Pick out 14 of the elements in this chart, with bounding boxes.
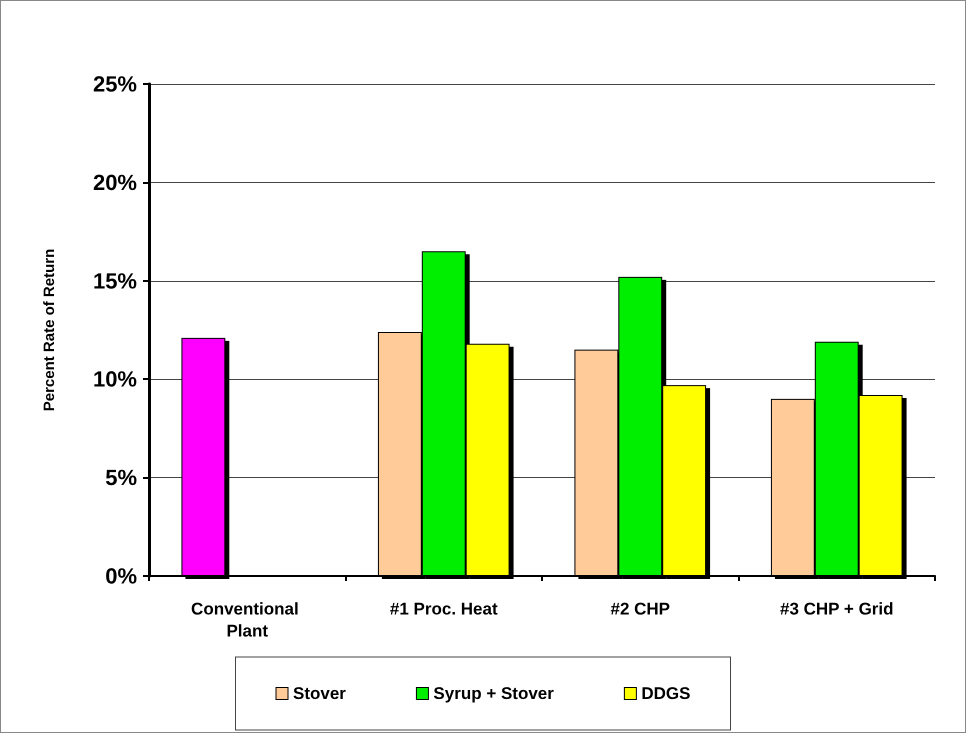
- y-tick-label: 10%: [92, 366, 137, 392]
- x-tick-label: #2 CHP: [610, 600, 670, 618]
- y-axis-title: Percent Rate of Return: [41, 248, 58, 412]
- y-tick-label: 25%: [92, 72, 137, 96]
- y-tick-label: 20%: [92, 170, 137, 195]
- y-tick-label: 5%: [105, 465, 137, 490]
- y-tick-label: 0%: [105, 564, 137, 588]
- legend-label: Syrup + Stover: [433, 684, 554, 703]
- legend-label: Stover: [293, 684, 346, 703]
- x-tick-label: Conventional Plant: [191, 600, 304, 640]
- x-tick-label: #3 CHP + Grid: [780, 600, 894, 618]
- x-tick-label: #1 Proc. Heat: [390, 600, 498, 618]
- legend-label: DDGS: [641, 684, 690, 703]
- y-tick-label: 15%: [92, 268, 137, 294]
